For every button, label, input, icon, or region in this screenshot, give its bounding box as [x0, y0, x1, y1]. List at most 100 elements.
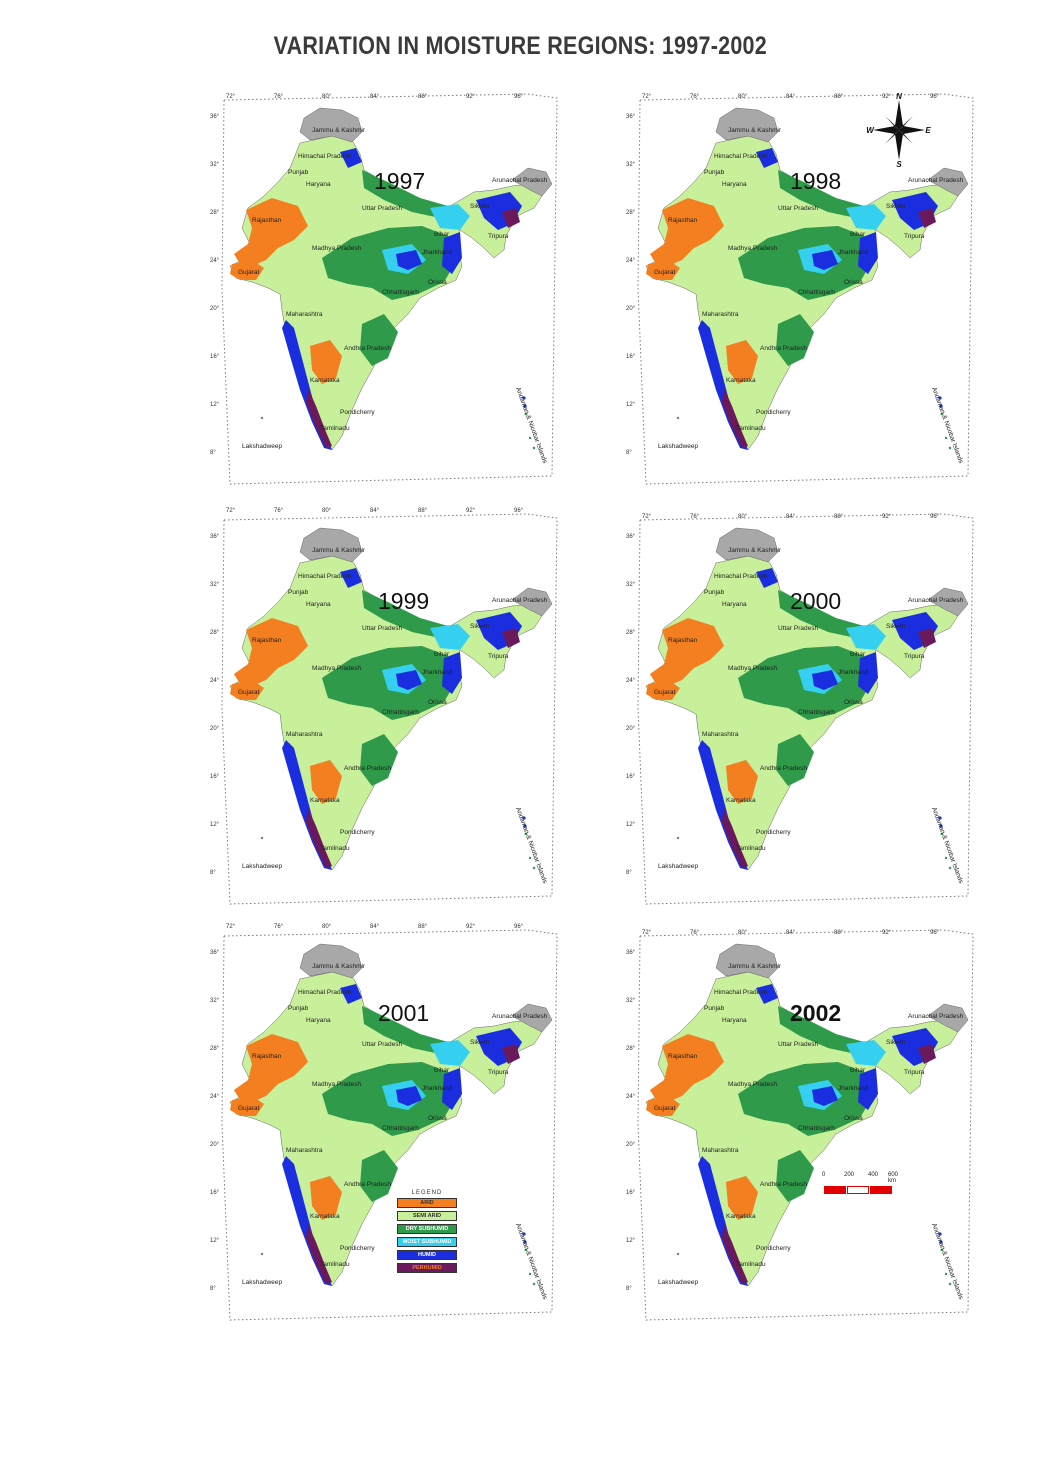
label-orissa: Orissa: [428, 699, 447, 706]
label-sikkim: Sikkim: [470, 623, 489, 630]
label-karnataka: Karnataka: [310, 1213, 340, 1220]
jk-region: [299, 943, 363, 979]
legend-item: ARID: [397, 1198, 457, 1208]
label-ap: Andhra Pradesh: [760, 765, 807, 772]
label-orissa: Orissa: [844, 699, 863, 706]
humid-himalaya: [340, 984, 362, 1004]
tick-left: 20°: [626, 1142, 636, 1148]
perhumid-ne: [918, 208, 936, 228]
ticks-left: 36° 32° 28° 24° 20° 16° 12° 8°: [626, 534, 636, 876]
tick-left: 12°: [626, 822, 636, 828]
scale-label-200: 200: [844, 1172, 855, 1178]
label-rajasthan: Rajasthan: [252, 637, 282, 644]
scale-seg-2: [847, 1186, 869, 1194]
panel-year-2000: 2000: [790, 588, 842, 614]
perhumid-ne: [918, 1044, 936, 1064]
tick-left: 12°: [210, 402, 220, 408]
label-jk: Jammu & Kashmir: [728, 127, 782, 134]
tick-top: 88°: [418, 924, 428, 930]
map-panel-2002: Jammu & Kashmir Himachal Pradesh Punjab …: [626, 924, 1008, 1324]
label-karnataka: Karnataka: [726, 377, 756, 384]
lakshadweep-dot: [260, 1252, 264, 1256]
label-chhattisgarh: Chhattisgarh: [382, 1125, 419, 1132]
legend-item: PERHUMID: [397, 1263, 457, 1273]
arid-deccan: [726, 340, 758, 384]
compass-n: N: [896, 92, 902, 101]
arid-deccan: [310, 760, 342, 804]
label-up: Uttar Pradesh: [778, 625, 818, 632]
label-punjab: Punjab: [704, 1005, 725, 1012]
dry-subhumid-east: [776, 734, 814, 786]
tick-left: 24°: [626, 678, 636, 684]
label-maharashtra: Maharashtra: [286, 1147, 323, 1154]
label-maharashtra: Maharashtra: [702, 731, 739, 738]
moist-subhumid-east: [430, 624, 470, 650]
label-sikkim: Sikkim: [886, 1039, 905, 1046]
india-map: Jammu & Kashmir Himachal Pradesh Punjab …: [210, 924, 558, 1321]
perhumid-west-coast: [306, 1224, 332, 1284]
lakshadweep-dot: [676, 836, 680, 840]
humid-himalaya: [756, 568, 778, 588]
tick-left: 36°: [626, 534, 636, 540]
ticks-top: 72° 76° 80° 84° 88° 92° 96°: [226, 508, 524, 514]
label-chhattisgarh: Chhattisgarh: [798, 709, 835, 716]
tick-top: 96°: [514, 924, 524, 930]
tick-left: 24°: [626, 258, 636, 264]
tick-top: 84°: [786, 514, 796, 520]
tick-left: 8°: [626, 1286, 632, 1292]
label-haryana: Haryana: [722, 181, 747, 188]
tick-left: 32°: [626, 582, 636, 588]
label-pondy: Pondicherry: [340, 409, 375, 416]
label-up: Uttar Pradesh: [778, 1041, 818, 1048]
label-hp: Himachal Pradesh: [714, 573, 767, 580]
ticks-top: 72° 76° 80° 84° 88° 92° 96°: [226, 924, 524, 930]
tick-left: 16°: [210, 1190, 220, 1196]
jk-region: [299, 107, 363, 143]
humid-west-coast: [698, 740, 748, 870]
arid-gujarat: [230, 260, 264, 280]
dry-subhumid-north: [778, 1006, 864, 1054]
panel-year-2001: 2001: [378, 1000, 430, 1026]
arid-gujarat: [646, 680, 680, 700]
tick-top: 92°: [466, 508, 476, 514]
label-haryana: Haryana: [722, 1017, 747, 1024]
label-jk: Jammu & Kashmir: [728, 963, 782, 970]
tick-top: 72°: [226, 94, 236, 100]
dry-subhumid-east: [360, 314, 398, 366]
label-tripura: Tripura: [904, 653, 925, 660]
label-ap: Andhra Pradesh: [760, 1181, 807, 1188]
dry-subhumid-east: [360, 734, 398, 786]
india-map: Jammu & Kashmir Himachal Pradesh Punjab …: [626, 929, 974, 1321]
tick-left: 20°: [210, 306, 220, 312]
label-jharkhand: Jharkhand: [422, 669, 453, 676]
perhumid-ne: [502, 208, 520, 228]
label-tripura: Tripura: [488, 653, 509, 660]
tick-left: 8°: [210, 1286, 216, 1292]
moist-subhumid-east: [430, 1040, 470, 1066]
tick-left: 8°: [210, 450, 216, 456]
label-bihar: Bihar: [434, 651, 450, 658]
tick-top: 72°: [642, 514, 652, 520]
label-karnataka: Karnataka: [310, 377, 340, 384]
perhumid-west-coast: [306, 808, 332, 868]
arid-west: [650, 198, 724, 266]
label-punjab: Punjab: [288, 1005, 309, 1012]
jk-region: [299, 527, 363, 563]
humid-himalaya: [756, 984, 778, 1004]
label-arunachal: Arunachal Pradesh: [908, 177, 964, 184]
arid-gujarat: [646, 1096, 680, 1116]
dry-subhumid-north: [778, 170, 864, 218]
label-chhattisgarh: Chhattisgarh: [382, 709, 419, 716]
label-islands: Andaman & Nicobar Islands: [514, 386, 548, 465]
tick-top: 88°: [834, 514, 844, 520]
tick-top: 92°: [466, 924, 476, 930]
label-hp: Himachal Pradesh: [298, 153, 351, 160]
label-bihar: Bihar: [434, 231, 450, 238]
tick-left: 36°: [626, 114, 636, 120]
label-up: Uttar Pradesh: [362, 1041, 402, 1048]
label-up: Uttar Pradesh: [362, 205, 402, 212]
tick-top: 84°: [786, 930, 796, 936]
moist-subhumid-east: [846, 204, 886, 230]
arid-deccan: [726, 760, 758, 804]
ticks-left: 36° 32° 28° 24° 20° 16° 12° 8°: [210, 534, 220, 876]
